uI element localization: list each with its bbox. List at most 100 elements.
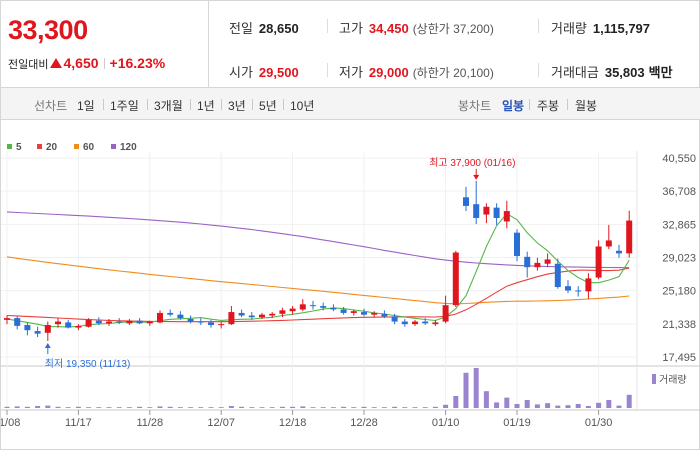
legend-swatch (37, 144, 42, 149)
candle-body (197, 321, 204, 323)
candle-body (34, 331, 41, 334)
candle-period-weekly[interactable]: 주봉 (537, 99, 560, 113)
candle-body (554, 263, 561, 288)
candle-body (167, 312, 174, 315)
legend-swatch (111, 144, 116, 149)
volume-bar (279, 406, 285, 408)
price-summary: 33,300 전일대비 4,650 +16.23% 전일 28,650 고가 34,45… (1, 1, 700, 88)
volume-bar (585, 406, 591, 408)
volume-bar (545, 403, 551, 408)
candle-body (320, 306, 327, 308)
volume-bar (514, 404, 520, 408)
divider (538, 63, 539, 77)
low-price: 저가 29,000 (하한가 20,100) (339, 62, 494, 81)
candle-body (401, 321, 408, 325)
candle-body (279, 310, 286, 314)
volume-bar (55, 406, 61, 408)
candlestick-chart[interactable]: 5 20 60 120 거래량 40,550 36,708 32,865 29,023 25,… (0, 121, 700, 451)
candle-body (75, 325, 82, 328)
volume-bar (86, 407, 92, 408)
candle-body (136, 320, 143, 324)
volume-bar (371, 407, 377, 408)
candle-body (595, 246, 602, 278)
candle-period-daily[interactable]: 일봉 (502, 99, 525, 113)
volume-bar (147, 407, 153, 408)
high-price: 고가 34,450 (상한가 37,200) (339, 18, 494, 37)
candle-body (248, 315, 255, 318)
line-chart-title: 선차트 (34, 99, 68, 113)
volume-bar (381, 407, 387, 408)
volume-bar (228, 406, 234, 408)
open-value: 29,500 (258, 65, 299, 80)
candle-body (452, 252, 459, 306)
candle-body (340, 309, 347, 313)
line-period-5y[interactable]: 5년 (259, 99, 277, 113)
candle-body (626, 220, 633, 254)
divider (327, 63, 328, 77)
volume-bar (177, 407, 183, 408)
current-price-box: 33,300 전일대비 4,650 +16.23% (1, 1, 209, 88)
volume-bar (188, 407, 194, 408)
lower-limit: (하한가 20,100) (412, 66, 494, 80)
line-period-1w[interactable]: 1주일 (110, 99, 139, 113)
ma60-line (6, 256, 630, 305)
legend-label: 60 (83, 142, 95, 153)
candle-body (493, 207, 500, 218)
price-change: 전일대비 4,650 +16.23% (8, 55, 165, 72)
line-period-3y[interactable]: 3년 (228, 99, 246, 113)
legend-swatch (7, 144, 12, 149)
volume-bar (443, 404, 449, 408)
candle-body (95, 320, 102, 324)
volume-bar (157, 406, 163, 408)
volume-bar (575, 404, 581, 408)
line-period-1d[interactable]: 1일 (77, 99, 95, 113)
candles (4, 180, 633, 341)
change-amount: 4,650 (63, 55, 99, 71)
volume-bar (504, 397, 510, 408)
volume-bar (494, 402, 500, 408)
volume-bar (524, 400, 530, 408)
divider (103, 58, 105, 69)
volume-legend-swatch (652, 374, 656, 384)
x-tick-label: 01/10 (432, 417, 460, 429)
candle-body (228, 312, 235, 325)
candle-body (238, 312, 245, 316)
prev-close-value: 28,650 (258, 21, 299, 36)
volume-bar (116, 407, 122, 408)
divider (283, 99, 284, 110)
candle-body (575, 290, 582, 292)
candle-period-monthly[interactable]: 월봉 (575, 99, 598, 113)
line-period-3m[interactable]: 3개월 (154, 99, 183, 113)
divider (103, 99, 104, 110)
line-period-10y[interactable]: 10년 (290, 99, 315, 113)
candle-body (391, 316, 398, 322)
candle-body (534, 262, 541, 268)
y-tick-label: 21,338 (662, 319, 696, 331)
candle-body (483, 206, 490, 215)
volume-bar (249, 407, 255, 408)
moving-average-lines (6, 211, 630, 328)
amount-label: 거래대금 (551, 65, 599, 80)
volume-bar (290, 406, 296, 408)
legend-label: 20 (46, 142, 58, 153)
candle-body (544, 259, 551, 264)
legend: 5 20 60 120 (7, 142, 137, 153)
volume-bar (555, 405, 561, 408)
candle-body (106, 321, 112, 324)
volume-bar (106, 407, 112, 408)
line-period-1y[interactable]: 1년 (197, 99, 215, 113)
volume-bar (218, 407, 224, 408)
x-tick-label: 11/17 (65, 417, 92, 429)
candle-body (85, 319, 92, 327)
volume-bar (432, 406, 438, 408)
candle-body (187, 318, 194, 322)
volume-bar (463, 372, 469, 408)
min-price-annotation: 최저 19,350 (11/13) (45, 358, 131, 370)
volume-label: 거래량 (659, 374, 687, 386)
volume-bar (269, 407, 275, 408)
candle-body (116, 321, 123, 323)
prev-close-label: 전일 (229, 21, 253, 36)
open-label: 시가 (229, 65, 253, 80)
x-tick-label: 11/08 (1, 417, 20, 429)
candle-body (422, 321, 429, 324)
